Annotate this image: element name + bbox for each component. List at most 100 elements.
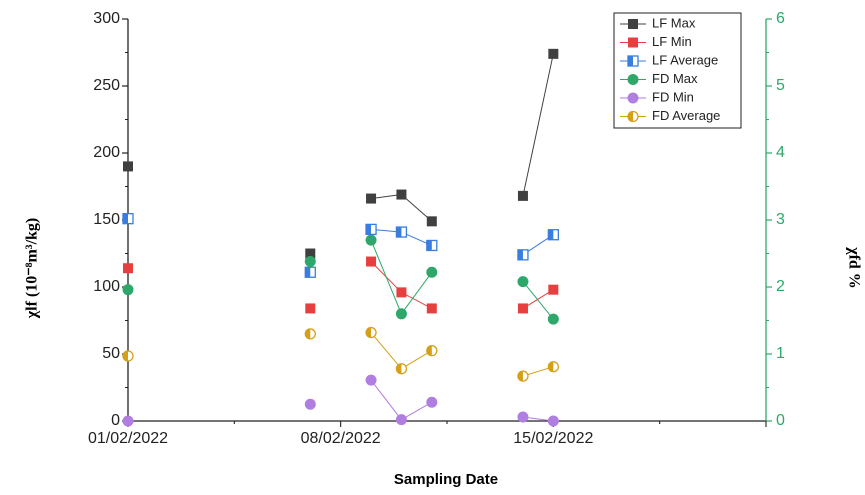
lf-max-line <box>522 53 554 197</box>
legend-label-fd-max: FD Max <box>652 71 698 86</box>
lf-max-marker <box>517 190 528 201</box>
y-tick-label-left: 50 <box>102 345 120 362</box>
fd-max-point <box>365 234 377 246</box>
lf-max-marker <box>123 161 133 172</box>
lf-max-marker <box>305 248 316 259</box>
fd-average-point <box>426 344 438 357</box>
lf-max-marker <box>396 189 407 200</box>
lf-average-marker-fill <box>548 229 554 240</box>
lf-average-point <box>304 266 316 278</box>
fd-average-marker-fill <box>426 345 432 356</box>
lf-max-point <box>517 190 528 201</box>
fd-max-point <box>122 284 134 296</box>
fd-min-point <box>395 414 407 426</box>
fd-max-marker <box>517 276 529 288</box>
fd-average-point <box>517 370 529 382</box>
legend-box <box>613 12 742 129</box>
fd-min-marker <box>426 396 438 408</box>
lf-average-point <box>365 223 377 236</box>
lf-min-marker <box>366 256 377 267</box>
lf-average-point <box>395 226 408 238</box>
fd-min-point <box>365 374 377 386</box>
fd-min-marker <box>395 414 407 426</box>
lf-min-marker <box>548 284 559 295</box>
legend-lf-average-marker-fill <box>628 56 633 66</box>
lf-min-point <box>305 303 316 314</box>
y-tick-label-left: 200 <box>93 144 120 161</box>
legend-fd-min-marker <box>627 92 639 104</box>
lf-min-point <box>123 263 133 274</box>
lf-average-marker-fill <box>366 224 372 235</box>
legend: LF Max LF Min LF Average FD Max FD Min FD Ave… <box>613 12 742 129</box>
fd-max-line <box>522 281 554 320</box>
fd-max-marker <box>122 284 134 296</box>
y-axis-title-left: χlf (10⁻⁸m³/kg) <box>24 218 41 320</box>
y-tick-label-right: 1 <box>776 345 785 362</box>
legend-label-fd-min: FD Min <box>652 89 694 104</box>
lf-average-point <box>122 213 134 225</box>
fd-average-point <box>365 326 377 339</box>
fd-average-point <box>304 328 316 340</box>
legend-lf-min-point <box>628 37 638 48</box>
y-tick-label-right: 3 <box>776 211 785 228</box>
legend-fd-max-point <box>627 74 639 85</box>
x-tick-label: 08/02/2022 <box>301 430 381 447</box>
lf-average-point <box>517 249 529 261</box>
fd-min-point <box>122 415 134 427</box>
fd-max-point <box>517 276 529 288</box>
lf-average-marker-fill <box>517 249 523 260</box>
lf-max-point <box>426 216 437 227</box>
fd-max-marker <box>365 234 377 246</box>
fd-average-marker-fill <box>305 328 311 339</box>
lf-average-marker-fill <box>396 227 402 238</box>
lf-average-marker-fill <box>123 213 128 224</box>
lf-average-point <box>426 239 438 252</box>
fd-min-marker <box>304 398 316 410</box>
fd-average-point <box>122 350 134 362</box>
fd-max-marker <box>395 308 407 320</box>
legend-label-lf-average: LF Average <box>652 52 718 67</box>
fd-max-marker <box>426 266 438 278</box>
legend-label-fd-average: FD Average <box>652 108 720 123</box>
lf-max-marker <box>426 216 437 227</box>
legend-item-fd-min: FD Min <box>620 89 694 104</box>
lf-min-point <box>396 287 407 298</box>
fd-average-point <box>395 363 408 375</box>
legend-item-lf-max: LF Max <box>620 15 696 30</box>
lf-min-point <box>548 284 559 295</box>
ticks: 0 50 100 150 200 250 300 0 1 2 3 4 5 6 01/02/2022 08/02… <box>88 10 785 447</box>
fd-min-marker <box>517 411 529 423</box>
y-tick-label-left: 0 <box>111 412 120 429</box>
x-axis-title: Sampling Date <box>394 471 498 488</box>
fd-min-point <box>426 396 438 408</box>
lf-average-marker-fill <box>305 267 311 278</box>
lf-max-point <box>396 189 407 200</box>
fd-max-marker <box>547 313 559 325</box>
legend-item-fd-max: FD Max <box>620 71 698 86</box>
fd-max-point <box>395 308 407 320</box>
legend-fd-average-point <box>627 110 639 123</box>
x-tick-label: 01/02/2022 <box>88 430 168 447</box>
fd-max-point <box>304 256 316 268</box>
legend-fd-min-point <box>627 92 639 104</box>
lf-max-point <box>366 193 377 204</box>
y-tick-label-right: 2 <box>776 278 785 295</box>
legend-item-lf-min: LF Min <box>620 34 692 49</box>
legend-lf-max-point <box>628 19 638 29</box>
lf-max-point <box>305 248 316 259</box>
y-tick-label-right: 4 <box>776 144 785 161</box>
fd-min-marker <box>122 415 134 427</box>
x-tick-label: 15/02/2022 <box>513 430 593 447</box>
legend-item-lf-average: LF Average <box>620 52 718 67</box>
fd-max-point <box>426 266 438 278</box>
lf-average-marker-fill <box>426 240 432 251</box>
fd-average-marker-fill <box>396 363 402 374</box>
series-markers <box>122 48 559 427</box>
lf-max-marker <box>548 48 559 59</box>
fd-min-point <box>304 398 316 410</box>
fd-max-line <box>370 239 433 315</box>
fd-min-line <box>370 379 433 421</box>
legend-fd-average-marker-fill <box>628 111 633 122</box>
lf-min-point <box>426 303 437 314</box>
